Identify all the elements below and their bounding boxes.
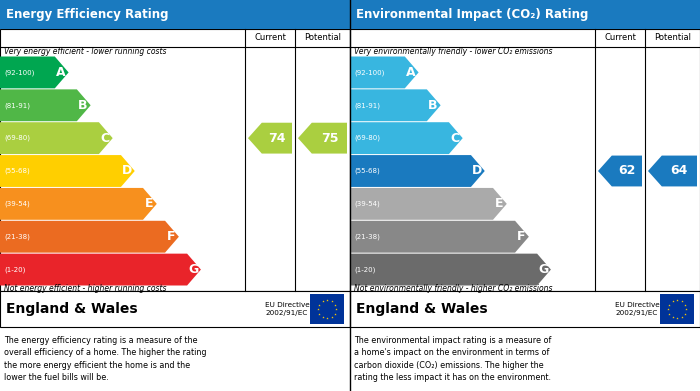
Text: EU Directive
2002/91/EC: EU Directive 2002/91/EC xyxy=(265,302,309,316)
Polygon shape xyxy=(350,221,529,253)
Polygon shape xyxy=(0,221,179,253)
Text: A: A xyxy=(56,66,66,79)
Text: England & Wales: England & Wales xyxy=(356,302,488,316)
Text: E: E xyxy=(145,197,153,210)
Polygon shape xyxy=(0,57,69,88)
Bar xyxy=(350,0,700,29)
Text: Not environmentally friendly - higher CO₂ emissions: Not environmentally friendly - higher CO… xyxy=(354,284,552,293)
Polygon shape xyxy=(350,122,463,154)
Text: G: G xyxy=(538,263,548,276)
Text: (92-100): (92-100) xyxy=(4,69,34,76)
Polygon shape xyxy=(648,156,697,187)
Bar xyxy=(310,294,344,324)
Text: Energy Efficiency Rating: Energy Efficiency Rating xyxy=(6,8,169,21)
Text: (92-100): (92-100) xyxy=(354,69,384,76)
Text: D: D xyxy=(122,165,132,178)
Text: EU Directive
2002/91/EC: EU Directive 2002/91/EC xyxy=(615,302,659,316)
Text: F: F xyxy=(167,230,176,243)
Text: Environmental Impact (CO₂) Rating: Environmental Impact (CO₂) Rating xyxy=(356,8,589,21)
Text: (39-54): (39-54) xyxy=(354,201,379,207)
Text: England & Wales: England & Wales xyxy=(6,302,138,316)
Text: 74: 74 xyxy=(268,132,286,145)
Polygon shape xyxy=(0,90,91,121)
Text: 64: 64 xyxy=(671,165,688,178)
Polygon shape xyxy=(350,90,441,121)
Text: (39-54): (39-54) xyxy=(4,201,29,207)
Text: (1-20): (1-20) xyxy=(354,266,375,273)
Text: (69-80): (69-80) xyxy=(4,135,30,142)
Text: (21-38): (21-38) xyxy=(354,233,380,240)
Text: 62: 62 xyxy=(618,165,636,178)
Text: (1-20): (1-20) xyxy=(4,266,25,273)
Text: (69-80): (69-80) xyxy=(354,135,380,142)
Polygon shape xyxy=(0,122,113,154)
Text: The environmental impact rating is a measure of
a home's impact on the environme: The environmental impact rating is a mea… xyxy=(354,336,552,382)
Text: 75: 75 xyxy=(321,132,338,145)
Text: B: B xyxy=(428,99,438,112)
Polygon shape xyxy=(0,188,157,220)
Polygon shape xyxy=(350,57,419,88)
Text: Potential: Potential xyxy=(654,34,691,43)
Text: Very energy efficient - lower running costs: Very energy efficient - lower running co… xyxy=(4,47,167,56)
Text: B: B xyxy=(78,99,88,112)
Polygon shape xyxy=(0,155,134,187)
Text: A: A xyxy=(406,66,416,79)
Polygon shape xyxy=(298,123,347,154)
Text: (81-91): (81-91) xyxy=(354,102,380,109)
Text: (55-68): (55-68) xyxy=(354,168,379,174)
Text: (21-38): (21-38) xyxy=(4,233,30,240)
Bar xyxy=(350,29,700,291)
Bar xyxy=(0,29,350,291)
Text: The energy efficiency rating is a measure of the
overall efficiency of a home. T: The energy efficiency rating is a measur… xyxy=(4,336,206,382)
Polygon shape xyxy=(0,254,201,285)
Polygon shape xyxy=(248,123,292,154)
Text: Very environmentally friendly - lower CO₂ emissions: Very environmentally friendly - lower CO… xyxy=(354,47,552,56)
Text: C: C xyxy=(101,132,110,145)
Text: Not energy efficient - higher running costs: Not energy efficient - higher running co… xyxy=(4,284,167,293)
Bar xyxy=(0,0,350,29)
Text: Current: Current xyxy=(254,34,286,43)
Polygon shape xyxy=(350,155,484,187)
Polygon shape xyxy=(598,156,642,187)
Text: D: D xyxy=(472,165,482,178)
Polygon shape xyxy=(350,188,507,220)
Polygon shape xyxy=(350,254,551,285)
Text: C: C xyxy=(451,132,460,145)
Bar xyxy=(0,291,350,327)
Bar xyxy=(350,291,700,327)
Text: F: F xyxy=(517,230,526,243)
Text: Current: Current xyxy=(604,34,636,43)
Text: E: E xyxy=(495,197,503,210)
Bar xyxy=(660,294,694,324)
Text: G: G xyxy=(188,263,198,276)
Text: Potential: Potential xyxy=(304,34,341,43)
Text: (81-91): (81-91) xyxy=(4,102,30,109)
Text: (55-68): (55-68) xyxy=(4,168,29,174)
